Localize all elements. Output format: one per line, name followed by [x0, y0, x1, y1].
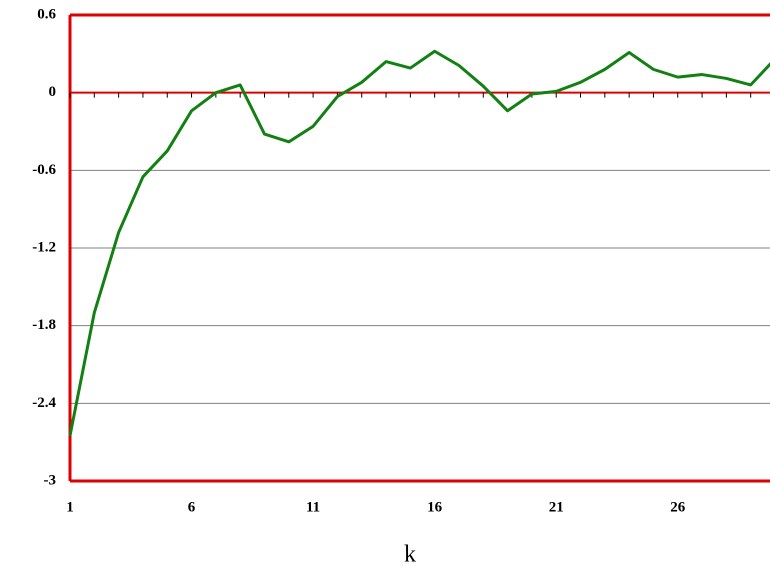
y-tick-label: 0.6	[37, 6, 56, 22]
x-tick-label: 1	[66, 499, 74, 515]
x-axis-title: k	[404, 542, 416, 568]
data-line	[68, 49, 770, 436]
y-tick-label: 0	[49, 84, 57, 100]
y-tick-label: -3	[44, 472, 57, 488]
x-tick-label: 21	[549, 499, 564, 515]
y-tick-label: -1.8	[32, 317, 56, 333]
x-tick-label: 16	[427, 499, 443, 515]
y-tick-label: -1.2	[32, 239, 56, 255]
y-tick-label: -2.4	[32, 395, 56, 411]
x-tick-label: 26	[670, 499, 686, 515]
y-tick-label: -0.6	[32, 162, 56, 178]
x-tick-label: 11	[306, 499, 320, 515]
x-tick-label: 6	[188, 499, 196, 515]
